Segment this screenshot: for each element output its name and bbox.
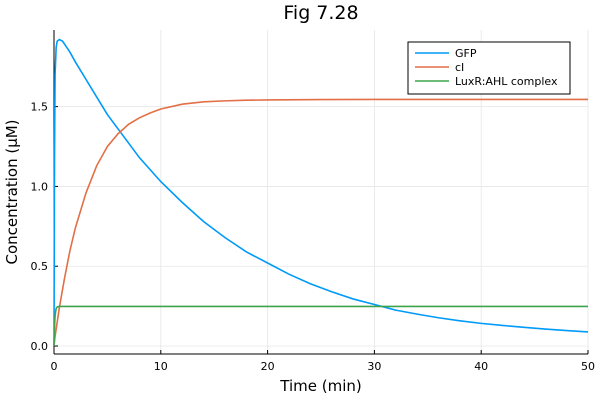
gridlines [53,30,589,354]
series-line-luxr-ahl-complex [53,305,588,347]
x-tick-label: 20 [261,360,275,373]
series-layer [53,38,589,347]
series-line-ci [53,98,588,347]
y-tick-label: 1.5 [31,101,49,114]
legend-label: cI [455,61,464,74]
x-tick-label: 40 [474,360,488,373]
x-tick-label: 50 [581,360,595,373]
x-tick-label: 30 [367,360,381,373]
y-tick-label: 0.5 [31,260,49,273]
x-axis-label: Time (min) [279,377,361,395]
x-tick-label: 10 [154,360,168,373]
ticks: 0 10 20 30 40 50 0.0 0.5 1.0 1.5 [31,101,596,373]
y-axis-label: Concentration (μM) [3,119,21,264]
legend-box [407,41,571,95]
y-tick-label: 1.0 [31,180,49,193]
x-tick-label: 0 [51,360,58,373]
series-line-gfp [53,38,589,347]
chart-title: Fig 7.28 [283,2,358,24]
y-tick-label: 0.0 [31,340,49,353]
legend-label: GFP [455,47,477,60]
legend-label: LuxR:AHL complex [455,75,558,88]
